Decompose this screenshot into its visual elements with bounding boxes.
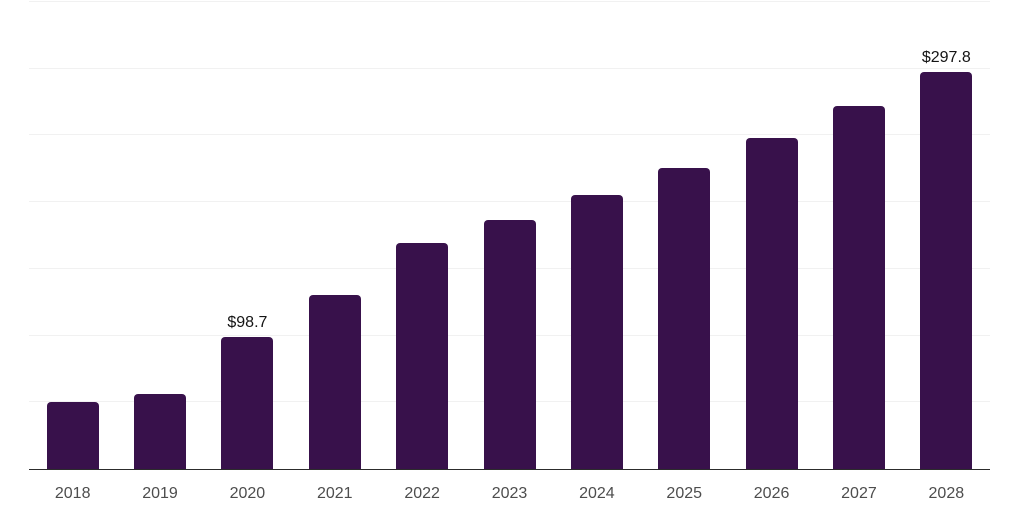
- x-tick-label-2026: 2026: [753, 485, 790, 502]
- x-tick-label-2018: 2018: [54, 485, 91, 502]
- bar-2026: [745, 137, 798, 469]
- plot-area: $98.7 $297.8: [29, 1, 990, 470]
- gridline-350: [29, 1, 990, 2]
- gridline-250: [29, 134, 990, 136]
- bar-2025: [658, 168, 711, 469]
- x-tick-label-2020: 2020: [229, 485, 266, 502]
- x-tick-label-2028: 2028: [928, 485, 965, 502]
- x-tick-label-2024: 2024: [579, 485, 615, 502]
- gridline-200: [29, 201, 990, 203]
- bar-2027: [832, 105, 885, 469]
- x-axis-line: [29, 468, 990, 470]
- x-tick-label-2025: 2025: [666, 485, 703, 502]
- bar-2019: [134, 393, 187, 469]
- x-axis-labels: 2018 2019 2020 2021 2022 2023 2024 2025 2026 2027…: [29, 484, 990, 504]
- x-tick-label-2023: 2023: [491, 485, 528, 502]
- x-tick-label-2027: 2027: [841, 485, 877, 502]
- bar-2018: [46, 401, 99, 469]
- x-tick-label-2021: 2021: [316, 485, 353, 502]
- gridline-300: [29, 67, 990, 69]
- bar-2023: [483, 220, 536, 469]
- bar-2024: [570, 194, 623, 469]
- bar-2020: [221, 337, 274, 469]
- bar-2021: [308, 295, 361, 469]
- x-tick-label-2022: 2022: [404, 485, 440, 502]
- bar-2028: [920, 71, 973, 469]
- bar-2022: [396, 242, 449, 469]
- value-label-2020: $98.7: [227, 314, 268, 332]
- x-tick-label-2019: 2019: [142, 485, 178, 502]
- value-label-2028: $297.8: [921, 48, 971, 66]
